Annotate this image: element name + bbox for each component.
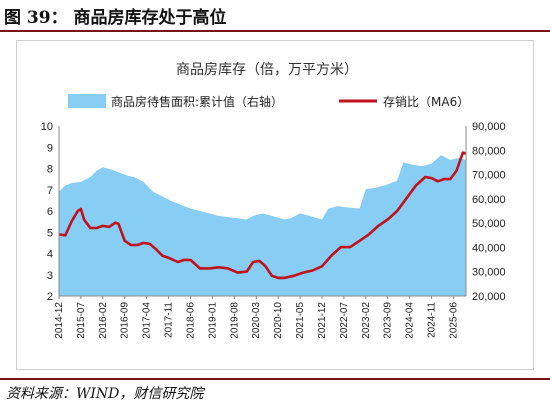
y-left-tick-label: 5 [47, 227, 53, 239]
y-right-tick-label: 40,000 [472, 242, 506, 254]
legend-line-label: 存销比（MA6） [383, 95, 469, 109]
x-tick-label: 2025-06 [448, 302, 459, 339]
chart-frame: 商品房库存（倍，万平方米） 商品房待售面积:累计值（右轴） 存销比（MA6） 2… [16, 40, 534, 370]
title-rule [0, 30, 550, 32]
x-tick-label: 2019-01 [207, 302, 218, 339]
x-tick-label: 2017-11 [164, 302, 175, 338]
x-tick-label: 2016-02 [98, 302, 109, 339]
chart-title: 商品房库存（倍，万平方米） [176, 62, 358, 78]
y-right-tick-label: 80,000 [472, 145, 506, 157]
bottom-rule [0, 378, 550, 380]
x-tick-label: 2016-09 [120, 302, 131, 339]
x-tick-label: 2023-02 [361, 302, 372, 339]
x-tick-label: 2024-11 [427, 302, 438, 338]
y-left-tick-label: 7 [47, 185, 53, 197]
x-tick-label: 2023-09 [383, 302, 394, 339]
y-left-tick-label: 3 [47, 270, 53, 282]
x-tick-label: 2020-10 [273, 302, 284, 339]
y-left-tick-label: 8 [47, 164, 53, 176]
figure-title: 图 39： 商品房库存处于高位 [4, 8, 227, 28]
legend-area-label: 商品房待售面积:累计值（右轴） [111, 94, 283, 109]
y-right-tick-label: 30,000 [472, 267, 506, 279]
y-left-tick-label: 2 [47, 291, 53, 303]
y-left-tick-label: 4 [47, 249, 53, 261]
x-tick-label: 2021-05 [295, 302, 306, 339]
line-series-stock-sales-ratio [58, 151, 467, 280]
axes-layer: 2 3 4 5 6 7 8 9 10 20,000 30,000 40,000 50,000 60,000… [41, 121, 506, 339]
x-tick-label: 2021-12 [317, 302, 328, 339]
x-tick-label: 2024-04 [405, 302, 416, 339]
plot-layer [58, 151, 467, 296]
y-right-tick-label: 20,000 [472, 291, 506, 303]
source-note: 资料来源：WIND，财信研究院 [6, 386, 204, 402]
y-right-tick-label: 60,000 [472, 194, 506, 206]
x-tick-label: 2020-03 [251, 302, 262, 339]
y-left-tick-label: 6 [47, 206, 53, 218]
area-series-pending-stock [59, 155, 466, 296]
y-left-tick-label: 9 [47, 142, 53, 154]
y-right-tick-label: 70,000 [472, 170, 506, 182]
chart-svg: 商品房库存（倍，万平方米） 商品房待售面积:累计值（右轴） 存销比（MA6） 2… [41, 62, 506, 339]
x-tick-label: 2014-12 [54, 302, 65, 339]
y-left-tick-label: 10 [41, 121, 53, 133]
y-right-tick-label: 90,000 [472, 121, 506, 133]
x-tick-label: 2022-07 [339, 302, 350, 339]
x-tick-label: 2017-04 [142, 302, 153, 339]
x-tick-label: 2019-08 [229, 302, 240, 339]
x-tick-label: 2018-06 [185, 302, 196, 339]
x-tick-label: 2015-07 [76, 302, 87, 339]
legend-area-swatch [68, 94, 106, 108]
y-right-tick-label: 50,000 [472, 218, 506, 230]
